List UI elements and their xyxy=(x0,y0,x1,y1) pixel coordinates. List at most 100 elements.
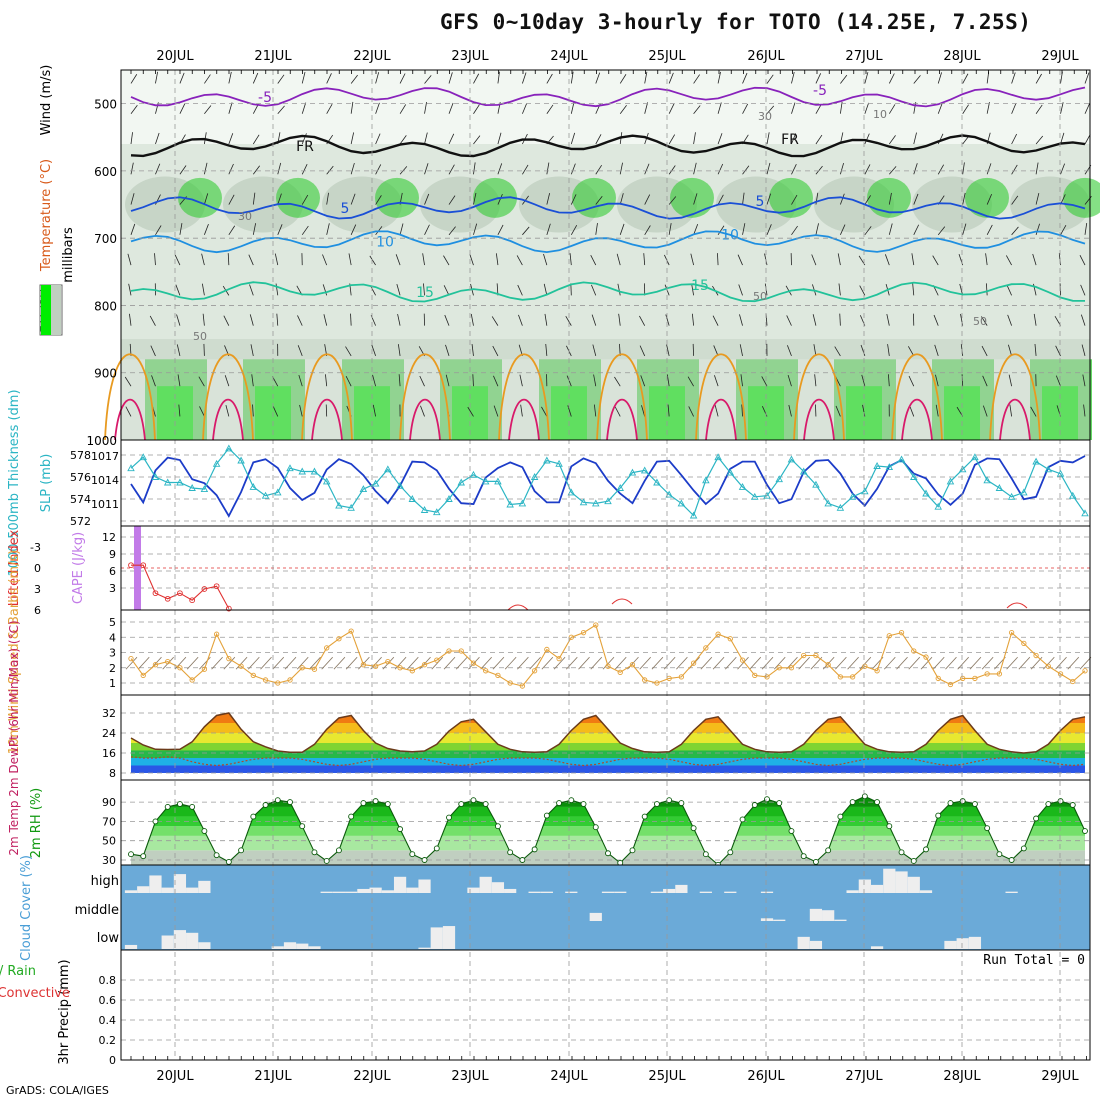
wind-barb xyxy=(277,224,283,235)
surface-wind-barb xyxy=(541,656,554,670)
isotherm-line xyxy=(130,134,1086,158)
thickness-point xyxy=(604,497,612,505)
wind-barb xyxy=(277,105,285,114)
wind-barb xyxy=(125,406,132,417)
wind-barb xyxy=(155,71,159,84)
wind-barb xyxy=(693,162,697,175)
wind-barb xyxy=(277,74,285,84)
wind-barb xyxy=(595,222,598,235)
wind-barb xyxy=(839,313,841,326)
wind-barb xyxy=(495,253,499,266)
surface-wind-barb xyxy=(370,656,382,670)
wind-barb xyxy=(301,102,307,114)
wind-barb xyxy=(276,313,279,326)
rh-point xyxy=(653,801,660,807)
thickness-point xyxy=(861,487,869,495)
wind-barb xyxy=(962,162,965,175)
thickness-point xyxy=(653,478,661,486)
wind-barb xyxy=(250,344,254,356)
rh-shade-blob xyxy=(473,177,517,218)
temp-line xyxy=(130,712,1086,754)
thickness-point xyxy=(396,481,404,489)
x-tick-label-top: 25JUL xyxy=(648,49,686,64)
surface-wind-barb xyxy=(321,656,333,670)
wind-barb xyxy=(713,345,719,357)
wind-barb xyxy=(641,405,646,417)
thickness-point xyxy=(335,501,343,509)
wind-barb xyxy=(668,165,676,175)
rh-point xyxy=(764,796,770,803)
y-axis-label: 3hr Precip (mm) xyxy=(57,959,72,1064)
rh-point xyxy=(140,853,147,860)
rh-point xyxy=(287,799,293,806)
wind-barb xyxy=(717,194,724,205)
wind-speed-point xyxy=(1045,663,1051,669)
wind-barb xyxy=(228,71,232,84)
wind-barb xyxy=(786,315,792,326)
wind-speed-point xyxy=(348,628,354,634)
x-tick-label-bottom: 22JUL xyxy=(353,1069,391,1084)
wind-speed-point xyxy=(654,680,660,686)
rh-point xyxy=(666,797,673,804)
thickness-point xyxy=(457,478,465,486)
wind-speed-point xyxy=(862,663,868,669)
surface-wind-barb xyxy=(199,656,211,670)
thickness-point xyxy=(983,476,991,484)
isotherm-diurnal xyxy=(705,398,737,441)
cloud-bar xyxy=(834,919,847,921)
thickness-point xyxy=(249,482,258,490)
surface-wind-barb xyxy=(896,656,908,670)
thickness-point xyxy=(763,491,771,499)
wind-barb xyxy=(176,344,181,356)
temp-band xyxy=(131,713,1085,723)
rh-shade-blob xyxy=(1063,177,1100,218)
wind-barb xyxy=(248,254,254,266)
lifted-index-point xyxy=(128,562,134,569)
wind-barb xyxy=(861,374,866,387)
surface-wind-barb xyxy=(1018,656,1031,670)
wind-speed-point xyxy=(556,655,562,662)
wind-speed-point xyxy=(213,631,220,637)
y-tick-label: 900 xyxy=(94,367,117,381)
thickness-point xyxy=(481,477,490,485)
cloud-bar xyxy=(589,912,602,921)
wind-barb xyxy=(962,73,969,84)
wind-speed-point xyxy=(605,663,611,669)
surface-wind-barb xyxy=(186,656,199,670)
surface-wind-barb xyxy=(639,656,651,670)
wind-barb xyxy=(398,374,401,387)
y-tick-label-right: 12 xyxy=(102,531,116,544)
rh-point xyxy=(678,800,685,807)
thickness-point xyxy=(665,490,673,498)
cloud-bar xyxy=(675,884,688,893)
legend-rh-swatch xyxy=(41,285,51,335)
lifted-index-point xyxy=(152,590,159,597)
wind-barb xyxy=(399,104,407,114)
cloud-bar xyxy=(320,891,333,893)
wind-barb xyxy=(766,224,772,235)
rh-point xyxy=(225,858,232,865)
wind-barb xyxy=(473,162,476,175)
wind-barb xyxy=(791,194,798,205)
wind-barb xyxy=(986,163,992,175)
wind-speed-point xyxy=(324,645,330,651)
surface-wind-barb xyxy=(529,656,541,670)
wind-barb xyxy=(640,375,646,387)
rh-point xyxy=(1082,828,1088,834)
temp-band xyxy=(131,765,1085,773)
wind-barb xyxy=(350,313,352,326)
lifted-index-point xyxy=(201,586,208,592)
wind-barb xyxy=(570,71,574,84)
wind-barb xyxy=(714,375,719,387)
cloud-category-label: middle xyxy=(75,903,119,918)
wind-barb xyxy=(864,195,871,205)
cloud-bar xyxy=(944,940,957,949)
rh-point xyxy=(1045,801,1052,807)
wind-barb xyxy=(1006,284,1012,296)
rh-point xyxy=(947,800,954,807)
rh-point xyxy=(201,828,208,834)
wind-barb xyxy=(424,224,430,235)
wind-speed-point xyxy=(1033,652,1039,659)
rh-shade-blob xyxy=(276,177,320,218)
wind-barb xyxy=(424,75,432,84)
